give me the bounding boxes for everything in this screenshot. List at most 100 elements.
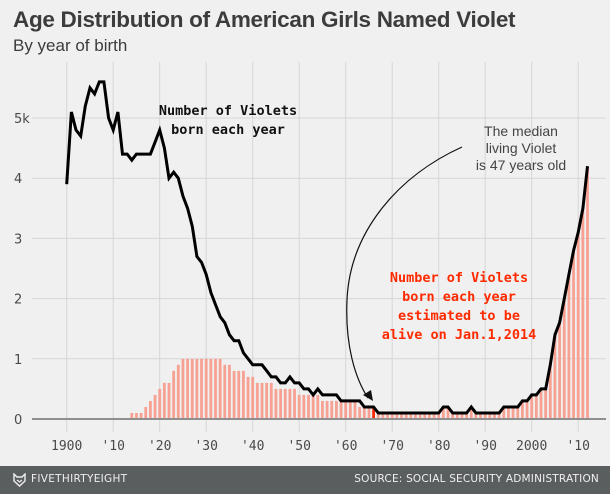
x-tick-label: '60: [334, 439, 357, 454]
bar: [432, 412, 436, 419]
bar: [162, 382, 166, 419]
bar: [488, 412, 492, 419]
bar: [158, 388, 162, 419]
bar: [581, 208, 585, 419]
bar: [437, 412, 441, 419]
bar: [572, 250, 575, 419]
bar: [469, 406, 473, 419]
bar: [321, 400, 324, 419]
median-note: The median living Violet is 47 years old: [476, 123, 566, 173]
bar: [395, 412, 399, 419]
bar: [135, 412, 138, 419]
bar: [209, 358, 213, 419]
bar: [176, 364, 180, 419]
bar: [567, 274, 571, 419]
bar: [455, 412, 459, 419]
bar: [293, 388, 296, 419]
bar: [525, 400, 529, 419]
bar: [144, 406, 148, 419]
bar: [511, 406, 515, 419]
chart: 0 1 2 3 4 5k 1900 '10 '20 '30 '40 '50 '60 '70 '80 '90 2…: [14, 62, 606, 454]
y-tick-label: 5k: [14, 112, 30, 127]
bar: [548, 364, 552, 419]
chart-subtitle: By year of birth: [13, 36, 128, 55]
bar: [562, 298, 566, 419]
x-tick-label: '80: [427, 439, 450, 454]
bar: [544, 388, 548, 419]
bar: [269, 382, 273, 419]
bar: [232, 370, 236, 419]
x-tick-label: '70: [380, 439, 403, 454]
bar: [237, 370, 241, 419]
bar: [460, 412, 464, 419]
bar: [214, 358, 217, 419]
bar: [311, 394, 315, 419]
bar: [167, 382, 171, 419]
x-tick-label: 2000: [516, 439, 547, 454]
bar: [441, 406, 445, 419]
arrowhead-icon: [363, 390, 373, 401]
highlight-bar: [372, 406, 375, 419]
median-arrow: [346, 146, 463, 399]
bar: [283, 388, 287, 419]
y-tick-label: 3: [14, 232, 22, 247]
bar: [172, 370, 176, 419]
bar-series-label-line: estimated to be: [398, 308, 520, 324]
x-axis-labels: 1900 '10 '20 '30 '40 '50 '60 '70 '80 '90 2000 '10: [51, 439, 590, 454]
y-tick-label: 2: [14, 293, 22, 308]
bar: [348, 400, 352, 419]
bar: [274, 388, 278, 419]
chart-title: Age Distribution of American Girls Named…: [13, 7, 516, 32]
line-series-label-line: Number of Violets: [159, 103, 297, 119]
x-tick-label: '10: [101, 439, 124, 454]
bar-series: [130, 166, 589, 419]
bar: [376, 412, 380, 419]
x-tick-label: '40: [241, 439, 264, 454]
bar: [335, 400, 338, 419]
bar: [223, 364, 227, 419]
bar: [428, 412, 431, 419]
bar: [228, 364, 231, 419]
bar: [465, 412, 468, 419]
bar: [307, 394, 310, 419]
bar: [409, 412, 413, 419]
bar: [507, 406, 510, 419]
bar: [367, 406, 371, 419]
bar: [339, 400, 343, 419]
bar: [302, 394, 306, 419]
bar: [330, 400, 334, 419]
births-line: [65, 80, 589, 415]
x-tick-label: '50: [287, 439, 310, 454]
x-tick-label: '20: [148, 439, 171, 454]
median-note-line: living Violet: [486, 140, 557, 156]
brand-name: FIVETHIRTYEIGHT: [31, 473, 128, 485]
bar: [246, 376, 250, 419]
bar: [553, 334, 557, 419]
y-tick-label: 0: [14, 413, 22, 428]
bar: [316, 394, 320, 419]
bar-series-label-line: born each year: [402, 289, 516, 305]
bar-series-label: Number of Violets born each year estimated…: [382, 270, 536, 343]
bar: [325, 400, 329, 419]
bar: [200, 358, 203, 419]
bar: [576, 232, 580, 419]
bar: [539, 388, 543, 419]
bar: [558, 322, 561, 419]
bar: [418, 412, 422, 419]
bar: [265, 382, 269, 419]
bar: [381, 412, 385, 419]
bar: [423, 412, 427, 419]
bar: [153, 394, 157, 419]
bar: [260, 382, 264, 419]
x-tick-label: '90: [473, 439, 496, 454]
bar: [297, 394, 301, 419]
bar: [186, 358, 189, 419]
bar: [251, 376, 255, 419]
bar: [390, 412, 394, 419]
bar: [195, 358, 199, 419]
bar: [149, 400, 152, 419]
bar: [502, 406, 506, 419]
bar: [362, 406, 366, 419]
x-tick-label: '30: [194, 439, 217, 454]
y-tick-label: 1: [14, 353, 22, 368]
